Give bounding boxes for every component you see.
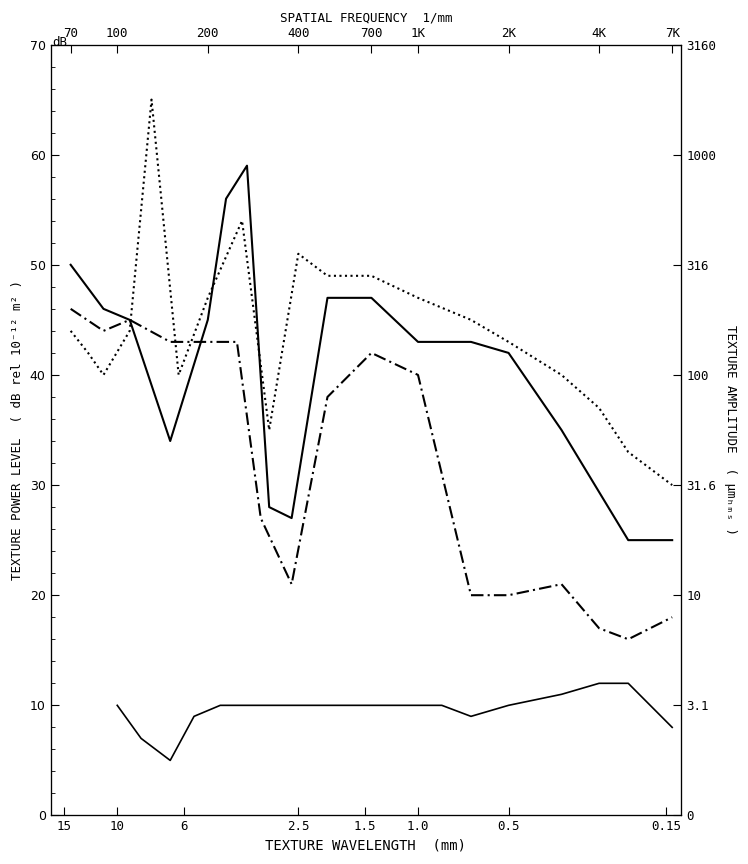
Text: dB: dB [52,36,67,49]
X-axis label: SPATIAL FREQUENCY  1/mm: SPATIAL FREQUENCY 1/mm [280,11,452,24]
Y-axis label: TEXTURE AMPLITUDE  ( μmₕₘₛ ): TEXTURE AMPLITUDE ( μmₕₘₛ ) [724,325,737,535]
X-axis label: TEXTURE WAVELENGTH  (mm): TEXTURE WAVELENGTH (mm) [266,839,466,853]
Y-axis label: TEXTURE POWER LEVEL  ( dB rel 10⁻¹² m² ): TEXTURE POWER LEVEL ( dB rel 10⁻¹² m² ) [11,280,24,580]
